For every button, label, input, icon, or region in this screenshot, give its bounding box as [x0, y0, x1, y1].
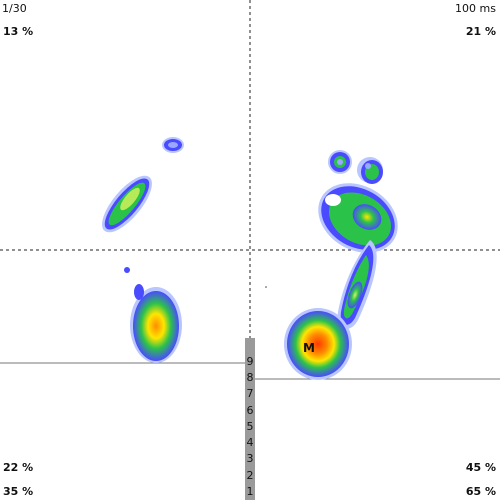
right-foot-heel-blob	[284, 308, 352, 380]
scale-bar[interactable]	[245, 338, 255, 500]
right-foot-toe-blob-2	[357, 157, 383, 184]
scale-tick: 3	[246, 452, 254, 466]
time-label: 100 ms	[455, 2, 496, 15]
scale-tick: 9	[246, 355, 254, 368]
pct-bottom-right-lower: 65 %	[465, 485, 496, 498]
right-foot-midfoot-blob	[337, 240, 377, 329]
scale-ticks: 9 8 7 6 5 4 3 2 1	[244, 354, 256, 500]
left-foot-heel-blob	[124, 267, 182, 363]
scale-tick: 2	[246, 468, 254, 482]
right-foot-forefoot-blob	[318, 183, 398, 253]
pct-bottom-left-upper: 22 %	[3, 461, 34, 474]
noise-dot	[265, 286, 267, 288]
pct-bottom-left-lower: 35 %	[3, 485, 34, 498]
scale-tick: 5	[246, 419, 254, 433]
scale-tick: 1	[246, 484, 254, 498]
left-foot-forefoot-blob	[102, 175, 152, 233]
left-foot-toe-blob	[162, 137, 184, 153]
pct-top-right: 21 %	[465, 25, 496, 38]
pct-bottom-right-upper: 45 %	[465, 461, 496, 474]
scale-tick: 8	[246, 371, 254, 385]
scale-tick: 4	[246, 436, 254, 450]
frame-counter: 1/30	[2, 2, 27, 15]
scale-tick: 7	[246, 387, 254, 401]
right-foot-toe-blob-1	[328, 150, 352, 174]
scale-tick: 6	[246, 403, 254, 417]
pct-top-left: 13 %	[3, 25, 34, 38]
max-pressure-marker: M	[303, 341, 315, 355]
